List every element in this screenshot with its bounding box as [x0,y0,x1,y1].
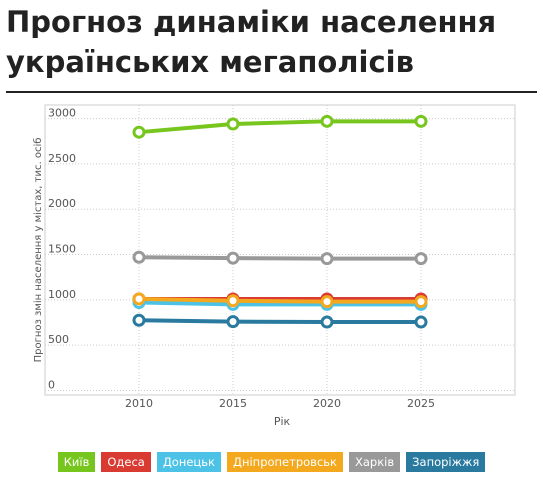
chart: Рік Прогноз змін населення у містах, тис… [6,91,537,428]
data-point [132,250,146,264]
series-line [138,318,421,325]
data-point [226,251,240,265]
series-line [138,119,421,135]
x-axis-label: Рік [274,415,291,428]
data-point [320,114,334,128]
legend-item[interactable]: Харків [349,452,401,472]
data-point [226,294,240,308]
x-tick-label: 2010 [125,397,153,410]
legend-item[interactable]: Запоріжжя [406,452,486,472]
data-point [414,252,428,266]
data-point [132,125,146,139]
series-line [138,296,421,304]
x-tick-label: 2025 [407,397,435,410]
x-tick-label: 2015 [219,397,247,410]
legend-item[interactable]: Дніпропетровськ [226,452,343,472]
x-tick-label: 2020 [313,397,341,410]
y-tick-label: 1000 [48,288,76,301]
legend: Київ Одеса Донецьк Дніпропетровськ Харків Зап… [0,452,543,472]
data-point [226,117,240,131]
data-point [132,292,146,306]
data-point [320,295,334,309]
legend-item[interactable]: Київ [57,452,96,472]
data-point [320,252,334,266]
y-tick-label: 2000 [48,197,76,210]
chart-title: Прогноз динаміки населення українських м… [6,5,497,79]
y-tick-label: 1500 [48,243,76,256]
data-point [320,315,334,329]
series-line [138,300,421,307]
data-point [226,315,240,329]
y-tick-label: 2500 [48,152,76,165]
data-point [414,295,428,309]
y-axis-label: Прогноз змін населення у містах, тис. ос… [32,138,44,363]
y-tick-label: 3000 [48,107,76,120]
data-point [414,114,428,128]
y-tick-label: 500 [48,333,69,346]
legend-item[interactable]: Донецьк [156,452,221,472]
data-point [132,313,146,327]
data-point [414,315,428,329]
series-line [138,255,421,261]
plot-area [44,104,516,396]
legend-item[interactable]: Одеса [101,452,151,472]
y-tick-label: 0 [48,378,55,391]
